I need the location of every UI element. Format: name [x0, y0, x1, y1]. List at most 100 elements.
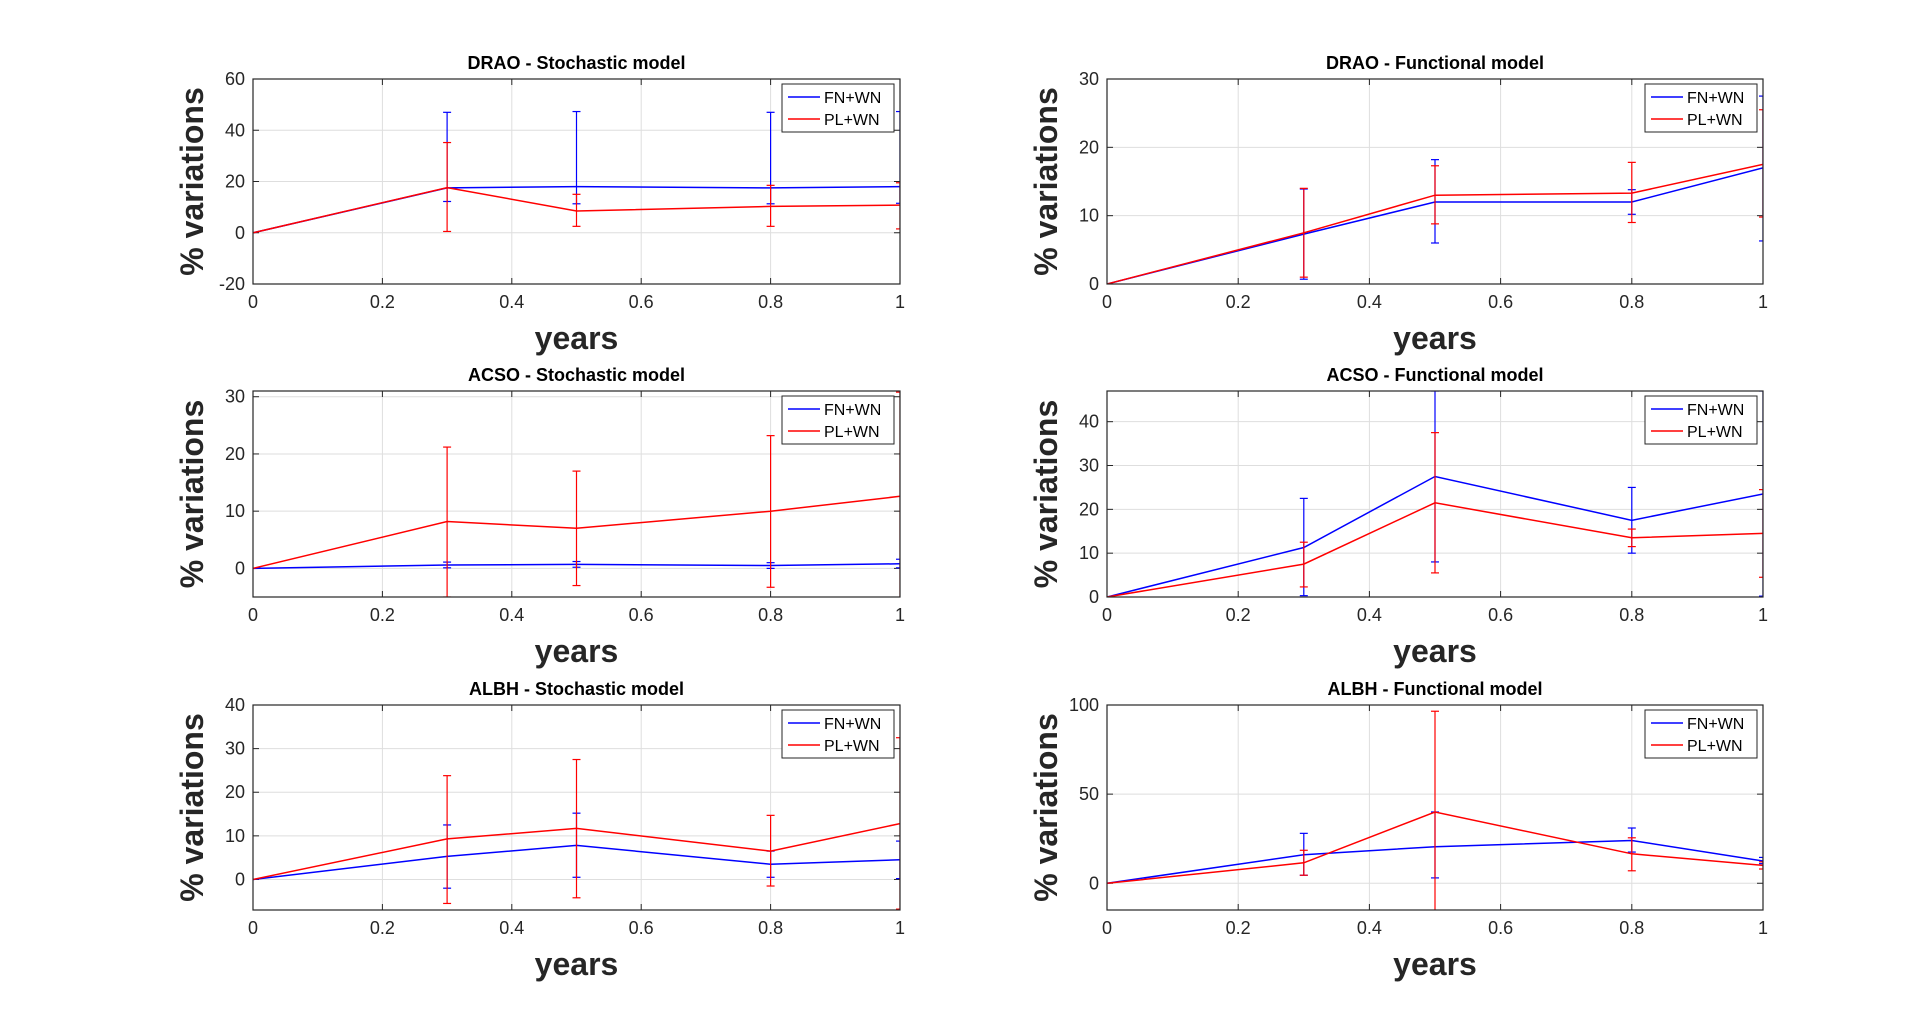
y-tick-label: 40 — [1079, 412, 1099, 432]
data-layer — [253, 110, 900, 234]
y-tick-label: 0 — [1089, 587, 1099, 607]
axes-box — [1106, 78, 1764, 285]
axes-box — [1106, 390, 1764, 598]
axes-box — [252, 78, 901, 285]
legend-label: FN+WN — [1687, 716, 1744, 733]
x-tick-label: 0.8 — [758, 918, 783, 938]
error-bar — [1299, 849, 1308, 876]
legend-box — [781, 709, 895, 759]
x-tick-label: 0 — [1102, 918, 1112, 938]
y-tick-label: 20 — [1079, 137, 1099, 157]
error-bar — [572, 758, 581, 899]
legend-label: FN+WN — [824, 90, 881, 107]
y-tick-label: 100 — [1069, 695, 1099, 715]
y-tick-label: -20 — [219, 274, 245, 294]
data-layer — [1107, 391, 1763, 597]
legend-box — [781, 395, 895, 445]
x-tick-label: 0.8 — [1619, 292, 1644, 312]
x-tick-label: 0 — [248, 292, 258, 312]
x-tick-label: 0.8 — [1619, 918, 1644, 938]
legend: FN+WN PL+WN — [781, 83, 895, 133]
legend-label: FN+WN — [1687, 90, 1744, 107]
x-tick-label: 1 — [1758, 292, 1768, 312]
x-tick-label: 0.6 — [629, 918, 654, 938]
legend-label: FN+WN — [1687, 402, 1744, 419]
y-tick-label: 30 — [225, 739, 245, 759]
x-axis-label: years — [535, 633, 619, 669]
legend-label: PL+WN — [824, 738, 880, 755]
y-tick-label: 20 — [1079, 499, 1099, 519]
error-bar — [1431, 165, 1439, 225]
x-tick-label: 0 — [248, 918, 258, 938]
legend: FN+WN PL+WN — [1644, 709, 1758, 759]
data-layer — [253, 391, 900, 597]
x-tick-label: 0.4 — [1357, 292, 1382, 312]
x-tick-label: 0.4 — [499, 918, 524, 938]
error-bar — [1627, 837, 1636, 872]
x-tick-label: 0.2 — [370, 918, 395, 938]
x-axis-label: years — [535, 320, 619, 356]
error-bar — [572, 193, 581, 227]
x-tick-label: 0.8 — [1619, 605, 1644, 625]
chart-panel-6: 0 0.2 0.4 0.6 0.8 1 0 50 100 ALBH - Functional mo… — [1028, 679, 1768, 982]
y-tick-label: 0 — [1089, 274, 1099, 294]
chart-title: ALBH - Functional model — [1328, 679, 1543, 699]
x-tick-label: 0.2 — [1226, 605, 1251, 625]
y-axis-label: % variations — [1028, 87, 1064, 276]
legend-label: FN+WN — [824, 716, 881, 733]
y-tick-label: 20 — [225, 782, 245, 802]
error-bar — [1431, 710, 1439, 910]
legend-box — [1644, 395, 1758, 445]
y-tick-label: 60 — [225, 69, 245, 89]
data-layer — [1107, 95, 1763, 284]
legend-box — [781, 83, 895, 133]
y-axis-label: % variations — [1028, 713, 1064, 902]
y-tick-label: 30 — [1079, 69, 1099, 89]
x-tick-label: 0.2 — [370, 292, 395, 312]
error-bar — [766, 814, 775, 887]
x-tick-label: 1 — [1758, 918, 1768, 938]
axes-box — [1106, 704, 1764, 911]
legend-box — [1644, 83, 1758, 133]
legend-box — [1644, 709, 1758, 759]
x-tick-label: 0.4 — [499, 292, 524, 312]
error-bar — [1299, 187, 1308, 278]
x-tick-label: 0.2 — [370, 605, 395, 625]
x-tick-label: 0.4 — [1357, 605, 1382, 625]
chart-title: ACSO - Stochastic model — [468, 365, 685, 385]
y-tick-label: 0 — [235, 558, 245, 578]
y-tick-label: 0 — [235, 223, 245, 243]
legend-label: PL+WN — [1687, 738, 1743, 755]
chart-title: DRAO - Stochastic model — [467, 53, 685, 73]
x-tick-label: 0.4 — [1357, 918, 1382, 938]
x-axis-label: years — [1393, 946, 1477, 982]
x-tick-label: 0.6 — [1488, 918, 1513, 938]
error-bar — [572, 470, 581, 587]
x-tick-label: 0 — [248, 605, 258, 625]
error-bar — [766, 184, 775, 227]
y-tick-label: 0 — [235, 869, 245, 889]
x-tick-label: 0.4 — [499, 605, 524, 625]
x-tick-label: 0.6 — [1488, 605, 1513, 625]
y-tick-label: 10 — [1079, 206, 1099, 226]
x-tick-label: 0.8 — [758, 292, 783, 312]
y-tick-label: 40 — [225, 120, 245, 140]
y-tick-label: 20 — [225, 444, 245, 464]
data-layer — [1107, 710, 1763, 910]
x-tick-label: 0 — [1102, 605, 1112, 625]
x-tick-label: 0 — [1102, 292, 1112, 312]
axes-box — [252, 704, 901, 911]
legend-label: FN+WN — [824, 402, 881, 419]
chart-title: ALBH - Stochastic model — [469, 679, 684, 699]
x-axis-label: years — [535, 946, 619, 982]
x-tick-label: 0.6 — [629, 292, 654, 312]
error-bar — [443, 141, 452, 233]
error-bar — [1627, 528, 1636, 548]
y-tick-label: 20 — [225, 172, 245, 192]
legend: FN+WN PL+WN — [781, 395, 895, 445]
y-tick-label: 10 — [1079, 543, 1099, 563]
x-axis-label: years — [1393, 320, 1477, 356]
